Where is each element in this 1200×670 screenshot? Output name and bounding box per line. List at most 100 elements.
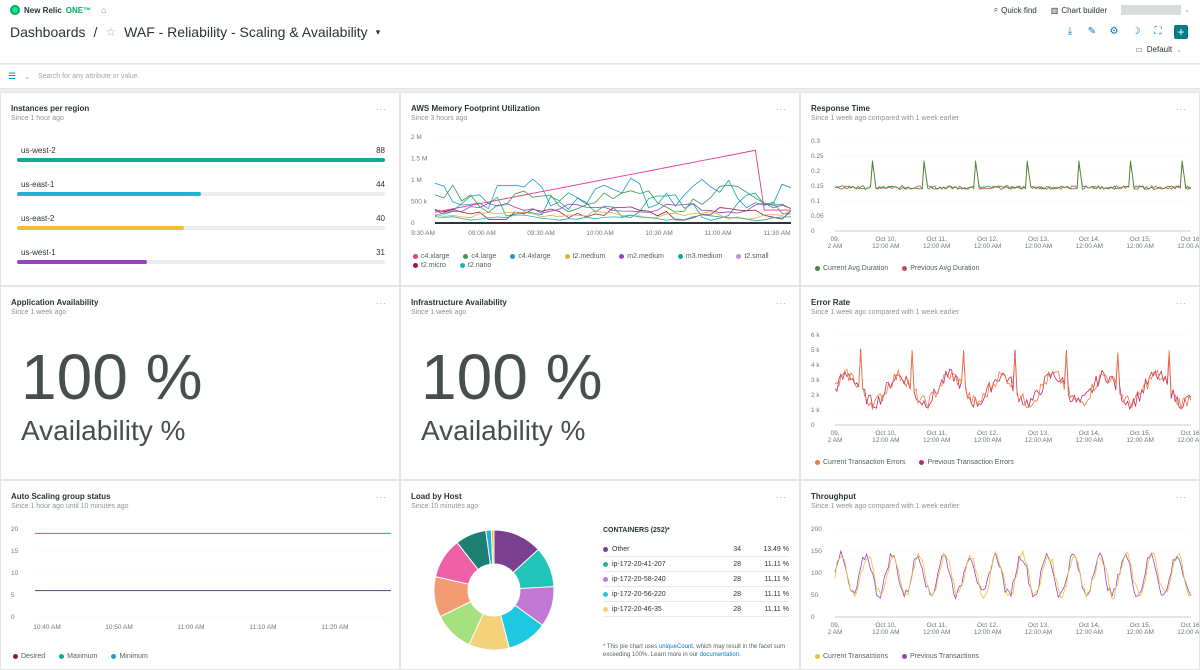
breadcrumb-separator: / (93, 24, 98, 40)
x-tick-label: 12:00 AM (1025, 243, 1052, 250)
y-tick-label: 0.1 (811, 198, 820, 205)
y-tick-label: 1.5 M (411, 156, 427, 163)
legend-item[interactable]: Desired (13, 653, 45, 660)
legend-item[interactable]: Maximum (59, 653, 97, 660)
y-tick-label: 2 k (811, 392, 820, 399)
legend-item[interactable]: Previous Avg Duration (902, 265, 979, 272)
x-tick-label: 12:00 AM (974, 629, 1001, 636)
chevron-down-icon[interactable]: ⌄ (24, 73, 30, 81)
x-tick-label: 09, (830, 236, 839, 243)
y-tick-label: 10 (11, 570, 19, 577)
legend-item[interactable]: t2.small (736, 253, 769, 260)
legend-item[interactable]: Previous Transaction Errors (919, 459, 1014, 466)
fullscreen-icon[interactable]: ⛶ (1154, 26, 1162, 37)
filter-input[interactable]: Search for any attribute or value. (37, 73, 140, 80)
region-row[interactable]: us-east-2 40 (17, 214, 385, 230)
series-line (834, 160, 1192, 190)
y-tick-label: 4 k (811, 362, 820, 369)
default-label: Default (1146, 45, 1173, 54)
breadcrumb-dashboards[interactable]: Dashboards (10, 24, 86, 40)
x-tick-label: Oct 15, (1130, 236, 1151, 243)
legend-item[interactable]: Previous Transactions (901, 653, 979, 660)
table-row[interactable]: ip-172-20-56-220 28 11.11 % (603, 587, 789, 602)
region-row[interactable]: us-east-1 44 (17, 180, 385, 196)
dashboard-page-select[interactable]: ▭ Default ⌄ (1135, 45, 1182, 54)
edit-icon[interactable]: ✎ (1087, 26, 1097, 37)
legend-item[interactable]: Current Transactions (815, 653, 888, 660)
region-bar-track (17, 192, 385, 196)
filter-icon[interactable]: ☰ (8, 71, 17, 81)
host-count: 28 (733, 590, 741, 598)
legend-dot-icon (677, 253, 683, 259)
widget-subtitle: Since 1 week ago compared with 1 week ea… (811, 309, 960, 316)
legend-item[interactable]: m3.medium (677, 253, 722, 260)
legend-item[interactable]: c4.xlarge (413, 253, 449, 260)
y-tick-label: 0 (811, 228, 815, 235)
more-options-icon[interactable]: ··· (776, 493, 787, 502)
x-tick-label: 11:10 AM (250, 624, 277, 631)
instances-per-region-widget: Instances per region Since 1 hour ago ··… (0, 92, 400, 286)
moon-icon[interactable]: ☽ (1131, 26, 1141, 37)
y-tick-label: 0.3 (811, 138, 820, 145)
series-line (434, 206, 792, 221)
x-tick-label: Oct 15, (1130, 430, 1151, 437)
x-tick-label: 12:00 AM (1126, 243, 1153, 250)
chevron-down-icon: ⌄ (1176, 46, 1182, 54)
y-tick-label: 2 M (411, 134, 422, 141)
quick-find-button[interactable]: ⌕ Quick find (994, 5, 1037, 15)
y-tick-label: 500 k (411, 199, 428, 206)
x-tick-label: 09:00 AM (468, 230, 495, 237)
legend-item[interactable]: Current Transaction Errors (815, 459, 905, 466)
star-icon[interactable]: ☆ (105, 25, 117, 39)
x-tick-label: 12:00 AM (1126, 437, 1153, 444)
download-icon[interactable]: ⤓ (1067, 26, 1073, 37)
more-options-icon[interactable]: ··· (1176, 493, 1187, 502)
user-menu[interactable]: ⌄ (1121, 5, 1190, 15)
add-widget-button[interactable]: + (1174, 25, 1188, 39)
x-tick-label: Oct 11, (926, 622, 947, 629)
more-options-icon[interactable]: ··· (776, 105, 787, 114)
region-row[interactable]: us-west-2 88 (17, 146, 385, 162)
host-count: 28 (733, 560, 741, 568)
legend-item[interactable]: t2.nano (459, 262, 491, 269)
x-tick-label: Oct 16, (1181, 622, 1199, 629)
y-tick-label: 0 (811, 422, 815, 429)
table-row[interactable]: ip-172-20-46-35 28 11.11 % (603, 602, 789, 617)
table-row[interactable]: ip-172-20-41-207 28 11.11 % (603, 557, 789, 572)
chevron-down-icon: ⌄ (1184, 7, 1190, 14)
gear-icon[interactable]: ⚙ (1109, 26, 1119, 37)
pie-slice[interactable] (490, 529, 495, 565)
region-row[interactable]: us-west-1 31 (17, 248, 385, 264)
documentation-link[interactable]: documentation (699, 652, 740, 658)
more-options-icon[interactable]: ··· (1176, 299, 1187, 308)
legend-item[interactable]: c4.4xlarge (510, 253, 551, 260)
x-tick-label: 12:00 AM (1076, 437, 1103, 444)
page-title: WAF - Reliability - Scaling & Availabili… (124, 24, 368, 40)
more-options-icon[interactable]: ··· (376, 493, 387, 502)
chart-builder-button[interactable]: ▥ Chart builder (1051, 6, 1107, 15)
more-options-icon[interactable]: ··· (776, 299, 787, 308)
legend-item[interactable]: m2.medium (619, 253, 664, 260)
note-text: * This pie chart uses (603, 644, 658, 650)
legend-item[interactable]: Minimum (111, 653, 148, 660)
chevron-down-icon[interactable]: ▾ (375, 26, 381, 37)
legend-item[interactable]: Current Avg Duration (815, 265, 888, 272)
legend-item[interactable]: t2.micro (413, 262, 446, 269)
more-options-icon[interactable]: ··· (376, 105, 387, 114)
legend-dot-icon (603, 606, 608, 612)
new-relic-logo[interactable]: New Relic ONE™ (10, 5, 91, 15)
legend-item[interactable]: t2.medium (564, 253, 605, 260)
more-options-icon[interactable]: ··· (1176, 105, 1187, 114)
series-line (434, 149, 791, 213)
table-row[interactable]: Other 34 13.49 % (603, 542, 789, 557)
chart-builder-label: Chart builder (1061, 5, 1108, 15)
table-row[interactable]: ip-172-20-58-240 28 11.11 % (603, 572, 789, 587)
uniquecount-link[interactable]: uniqueCount (658, 644, 693, 650)
x-tick-label: 09, (830, 622, 839, 629)
home-icon[interactable]: ⌂ (101, 5, 107, 15)
more-options-icon[interactable]: ··· (376, 299, 387, 308)
user-account-box (1121, 5, 1182, 15)
legend-item[interactable]: c4.large (463, 253, 496, 260)
